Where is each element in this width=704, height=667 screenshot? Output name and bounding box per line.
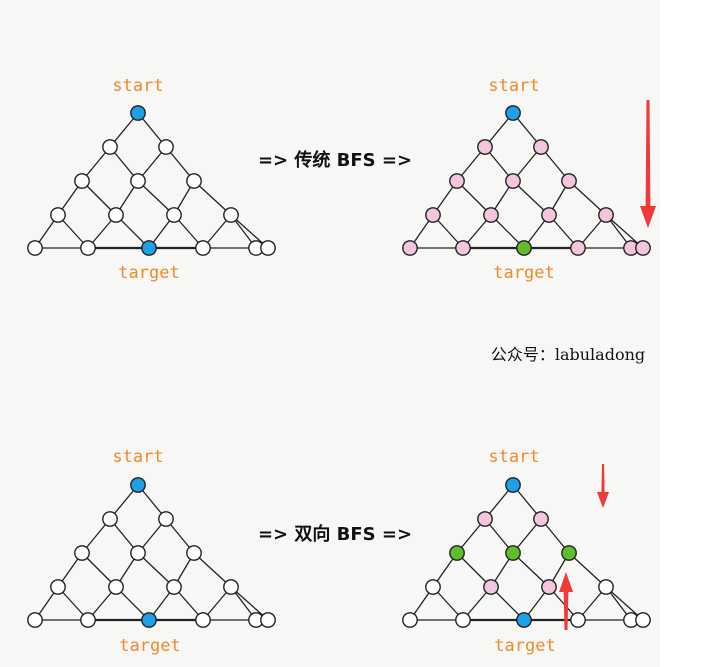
edge <box>230 214 269 249</box>
graph-node <box>570 612 586 628</box>
traditional-bfs-caption: => 传统 BFS => <box>258 149 412 171</box>
wechat-account-label: 公众号：labuladong <box>491 345 645 364</box>
start-node <box>130 477 146 493</box>
graph-node <box>455 240 471 256</box>
graph-node <box>195 612 211 628</box>
graph-node <box>102 139 118 155</box>
graph-node <box>186 173 202 189</box>
graph-node <box>598 579 614 595</box>
start-node <box>505 477 521 493</box>
bidirectional-bfs-caption: => 双向 BFS => <box>258 523 412 545</box>
graph-node <box>27 612 43 628</box>
graph-panel-bottom-right <box>402 477 651 628</box>
graph-node <box>598 207 614 223</box>
graph-node <box>402 240 418 256</box>
edge <box>512 180 550 216</box>
graph-node <box>425 579 441 595</box>
graph-node <box>130 545 146 561</box>
start-label-top-right: start <box>488 76 539 96</box>
graph-node <box>74 545 90 561</box>
target-label-bottom-right: target <box>494 636 555 656</box>
edge <box>137 180 175 216</box>
edge <box>568 552 607 588</box>
graph-node <box>455 612 471 628</box>
graph-node <box>541 579 557 595</box>
graph-node <box>561 545 577 561</box>
red-arrow-top-right-down <box>640 100 656 228</box>
graph-node <box>260 612 276 628</box>
graph-node <box>130 173 146 189</box>
target-node <box>141 240 157 256</box>
graph-node <box>402 612 418 628</box>
edge <box>230 586 269 621</box>
red-arrow-bottom-right-up <box>559 572 573 630</box>
graph-node <box>483 579 499 595</box>
start-node <box>505 105 521 121</box>
graph-node <box>223 207 239 223</box>
edge <box>193 180 232 216</box>
edge <box>193 552 232 588</box>
graph-node <box>158 139 174 155</box>
edge <box>81 552 117 588</box>
graph-node <box>533 139 549 155</box>
graph-node <box>102 511 118 527</box>
start-label-bottom-right: start <box>488 447 539 467</box>
graph-panel-top-right <box>402 105 651 256</box>
edge <box>605 214 644 249</box>
graph-node <box>477 139 493 155</box>
graph-node <box>186 545 202 561</box>
graph-node <box>50 207 66 223</box>
target-node <box>141 612 157 628</box>
graph-node <box>158 511 174 527</box>
edge <box>137 552 175 588</box>
graph-node <box>533 511 549 527</box>
graph-panel-top-left <box>27 105 276 256</box>
target-label-bottom-left: target <box>119 636 180 656</box>
start-label-top-left: start <box>112 76 163 96</box>
graph-node <box>541 207 557 223</box>
graph-node <box>483 207 499 223</box>
edge <box>81 180 117 216</box>
graph-node <box>195 240 211 256</box>
graph-node <box>223 579 239 595</box>
paper-background <box>0 0 660 667</box>
graph-panel-bottom-left <box>27 477 276 628</box>
graph-node <box>108 207 124 223</box>
edge <box>605 586 644 621</box>
target-label-top-left: target <box>118 263 179 283</box>
graph-node <box>50 579 66 595</box>
graph-node <box>561 173 577 189</box>
graph-layer <box>27 105 651 628</box>
graph-node <box>505 173 521 189</box>
edge <box>512 552 550 588</box>
graph-node <box>505 545 521 561</box>
edge <box>456 180 492 216</box>
target-node <box>516 240 532 256</box>
arrow-layer <box>559 100 656 630</box>
graph-node <box>477 511 493 527</box>
red-arrow-bottom-right-down <box>597 464 609 508</box>
target-label-top-right: target <box>493 263 554 283</box>
graph-node <box>166 207 182 223</box>
graph-node <box>80 240 96 256</box>
graph-node <box>80 612 96 628</box>
edge <box>568 180 607 216</box>
graph-node <box>108 579 124 595</box>
graph-node <box>260 240 276 256</box>
graph-node <box>449 173 465 189</box>
graph-node <box>166 579 182 595</box>
graph-node <box>449 545 465 561</box>
graph-node <box>635 240 651 256</box>
graph-node <box>635 612 651 628</box>
graph-node <box>74 173 90 189</box>
graph-node <box>425 207 441 223</box>
graph-node <box>27 240 43 256</box>
target-node <box>516 612 532 628</box>
graph-node <box>570 240 586 256</box>
start-label-bottom-left: start <box>112 447 163 467</box>
edge <box>456 552 492 588</box>
start-node <box>130 105 146 121</box>
